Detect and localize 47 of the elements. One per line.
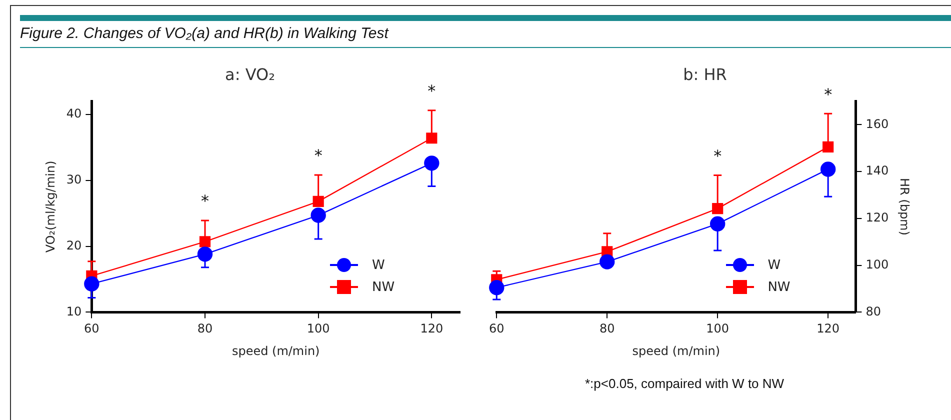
annotation: * (428, 82, 436, 101)
y-tick-label: 80 (866, 304, 881, 318)
point (312, 196, 324, 207)
point (820, 162, 836, 177)
x-axis-title: speed (m/min) (632, 344, 720, 358)
x-tick-label: 80 (197, 322, 213, 336)
x-tick-label: 100 (706, 322, 730, 336)
y-tick-label: 100 (866, 257, 889, 272)
legend-label: W (372, 258, 385, 273)
y-tick-label: 120 (866, 210, 889, 225)
legend-label: W (768, 258, 781, 273)
chart-title: b: HR (683, 64, 727, 84)
point (822, 141, 834, 152)
point (426, 132, 438, 144)
point (489, 280, 504, 296)
point (199, 236, 211, 248)
y-tick-label: 140 (866, 164, 889, 178)
point (600, 254, 615, 270)
point (710, 216, 726, 232)
y-tick-label: 40 (66, 106, 82, 121)
point (424, 156, 440, 171)
y-axis-title: VO₂(ml/kg/min) (43, 160, 58, 253)
point (310, 208, 326, 223)
annotation: * (824, 84, 832, 104)
point (712, 203, 724, 214)
y-tick-label: 10 (66, 304, 82, 318)
annotation: * (714, 146, 722, 166)
annotation: * (201, 192, 209, 211)
annotation: * (314, 146, 322, 166)
y-tick-label: 30 (66, 172, 82, 186)
x-tick-label: 100 (306, 322, 330, 336)
point (197, 246, 213, 262)
x-tick-label: 120 (816, 322, 840, 336)
text: *:p<0.05, compaired with W to NW (585, 376, 784, 391)
y-axis-title: HR (bpm) (898, 178, 912, 236)
x-axis-title: speed (m/min) (232, 344, 320, 358)
caption: Figure 2. Changes of VO₂(a) and HR(b) in Walking Test (20, 15, 951, 48)
x-tick-label: 60 (488, 322, 504, 336)
chart-title: a: VO₂ (225, 64, 275, 84)
x-tick-label: 120 (420, 322, 444, 336)
legend-label: NW (372, 280, 395, 295)
y-tick-label: 160 (866, 116, 889, 131)
x-tick-label: 60 (84, 322, 100, 336)
point (84, 276, 100, 292)
legend-label: NW (768, 280, 790, 295)
y-tick-label: 20 (66, 238, 82, 252)
x-tick-label: 80 (599, 322, 615, 336)
